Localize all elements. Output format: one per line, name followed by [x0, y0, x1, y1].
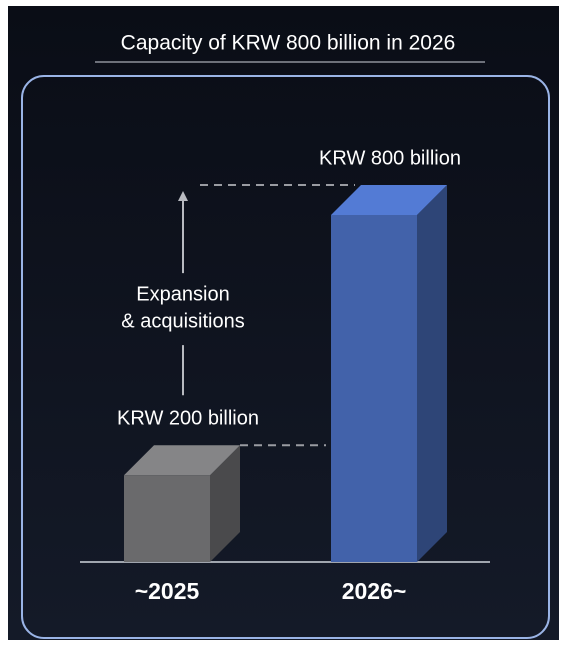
value-label: KRW 200 billion	[117, 408, 259, 430]
annotation: Expansion	[136, 283, 229, 305]
background	[8, 6, 559, 640]
x-tick-label: ~2025	[135, 578, 200, 604]
bar-top	[124, 445, 240, 476]
bar-side	[417, 185, 447, 562]
bar-top	[331, 185, 447, 215]
bar	[331, 215, 417, 562]
chart-title: Capacity of KRW 800 billion in 2026	[121, 32, 456, 55]
annotation: & acquisitions	[121, 310, 244, 332]
panel-border	[21, 75, 550, 639]
x-tick-label: 2026~	[342, 578, 407, 604]
arrow-head	[178, 191, 188, 201]
value-label: KRW 800 billion	[319, 147, 461, 169]
bar	[124, 475, 210, 562]
bar-side	[210, 445, 240, 562]
